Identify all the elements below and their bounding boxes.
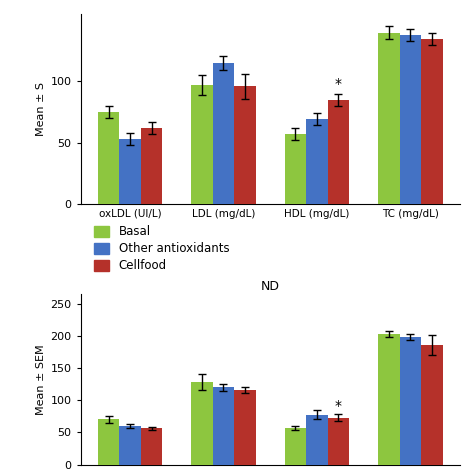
Bar [191, 85, 213, 204]
Bar [400, 35, 421, 204]
Bar [98, 112, 119, 204]
Bar [285, 134, 306, 204]
Bar [378, 334, 400, 465]
Bar [191, 382, 213, 465]
Bar [141, 128, 162, 204]
Bar [400, 337, 421, 465]
Bar [119, 139, 141, 204]
Bar [328, 418, 349, 465]
Text: *: * [335, 399, 342, 413]
Bar [421, 39, 443, 204]
Title: ND: ND [261, 280, 280, 293]
Bar [141, 428, 162, 465]
Bar [98, 419, 119, 465]
Legend: Basal, Other antioxidants, Cellfood: Basal, Other antioxidants, Cellfood [94, 225, 229, 273]
Bar [421, 345, 443, 465]
Bar [328, 100, 349, 204]
Y-axis label: Mean ± S: Mean ± S [36, 82, 46, 136]
Bar [285, 428, 306, 465]
Bar [306, 119, 328, 204]
Y-axis label: Mean ± SEM: Mean ± SEM [36, 344, 46, 415]
Bar [213, 63, 234, 204]
Bar [234, 390, 255, 465]
Bar [234, 86, 255, 204]
Bar [213, 387, 234, 465]
Bar [378, 33, 400, 204]
Bar [119, 426, 141, 465]
Text: *: * [335, 77, 342, 91]
Bar [306, 415, 328, 465]
